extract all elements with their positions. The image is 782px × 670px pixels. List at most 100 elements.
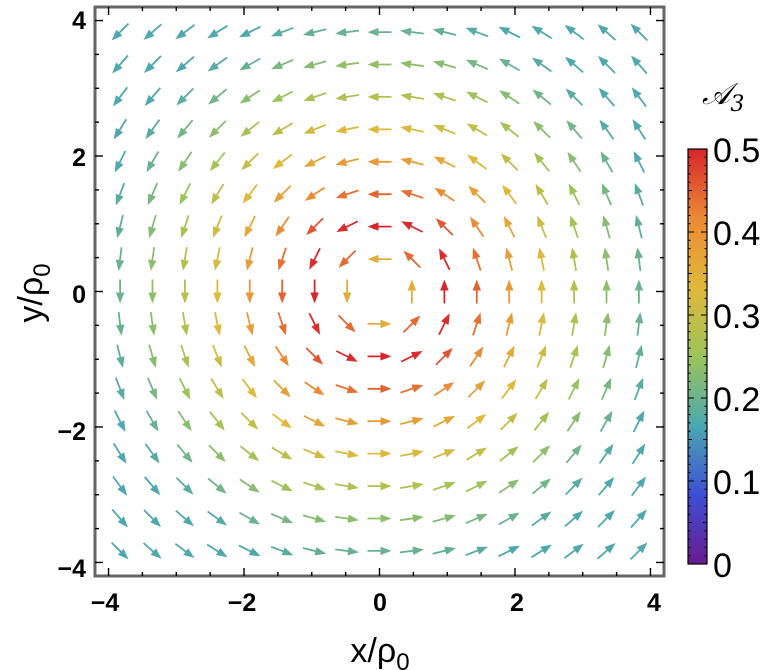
vector-arrow-head: [347, 417, 359, 426]
vector-arrow-head: [335, 92, 347, 102]
vector-arrow: [144, 476, 161, 496]
vector-arrow-head: [507, 479, 520, 489]
vector-arrow: [569, 215, 579, 239]
vector-arrow: [400, 416, 424, 426]
vector-arrow: [239, 445, 260, 462]
vector-arrow: [367, 319, 392, 329]
vector-arrow: [305, 347, 324, 365]
vector-arrow: [180, 215, 190, 238]
vector-arrow: [210, 378, 224, 400]
vector-arrow-head: [346, 385, 359, 394]
vector-arrow: [116, 344, 125, 368]
vector-arrow-head: [635, 410, 645, 423]
vector-arrow-head: [444, 481, 456, 490]
vector-arrow: [537, 312, 546, 336]
vector-arrow-head: [470, 216, 480, 229]
vector-arrow-head: [303, 125, 316, 134]
vector-arrow-head: [117, 548, 129, 560]
vector-arrow-head: [604, 543, 616, 554]
vector-arrows: [110, 22, 649, 561]
vector-arrow-head: [115, 193, 124, 206]
vector-arrow: [145, 410, 159, 432]
vector-arrow: [207, 510, 228, 526]
vector-arrow: [569, 345, 579, 368]
vector-arrow-head: [380, 319, 392, 329]
vector-arrow-head: [303, 28, 315, 37]
vector-arrow: [207, 477, 227, 494]
vector-arrow: [367, 449, 392, 458]
vector-arrow-head: [475, 414, 487, 424]
vector-arrow: [271, 446, 293, 460]
vector-arrow-head: [572, 510, 584, 521]
vector-arrow-head: [112, 95, 123, 107]
vector-arrow-head: [400, 27, 412, 37]
vector-arrow: [335, 157, 359, 167]
vector-arrow-head: [400, 92, 412, 101]
vector-arrow-head: [367, 125, 379, 134]
vector-arrow-head: [505, 279, 514, 291]
vector-arrow-head: [271, 28, 283, 37]
vector-arrow: [599, 119, 615, 140]
vector-arrow: [303, 60, 327, 69]
x-tick-label: 0: [373, 589, 387, 617]
vector-arrow-head: [148, 356, 157, 368]
vector-arrow: [303, 28, 327, 37]
vector-arrow: [367, 254, 392, 264]
vector-arrow-head: [440, 279, 449, 291]
vector-arrow: [499, 446, 519, 462]
vector-arrow: [565, 56, 584, 73]
vector-arrow: [565, 88, 584, 107]
vector-arrow: [303, 124, 327, 134]
vector-arrow-head: [603, 377, 612, 390]
vector-arrow-head: [439, 248, 448, 261]
vector-arrow-head: [634, 312, 644, 324]
vector-arrow: [564, 477, 583, 496]
vector-arrow: [631, 55, 648, 75]
vector-arrow: [531, 478, 551, 495]
vector-arrow: [342, 279, 352, 304]
vector-arrow-head: [116, 420, 126, 432]
vector-arrow-head: [380, 352, 392, 361]
vector-arrow-head: [631, 55, 642, 67]
vector-arrow: [270, 545, 294, 556]
vector-arrow: [208, 120, 227, 138]
vector-arrow-head: [475, 480, 488, 490]
vector-arrow: [400, 384, 424, 394]
plot-frame: [93, 5, 666, 578]
vector-arrow-head: [472, 247, 481, 260]
vector-arrow: [335, 125, 359, 134]
vector-arrow-head: [570, 378, 580, 390]
vector-arrow-head: [338, 256, 350, 268]
vector-arrow-head: [504, 247, 514, 260]
vector-arrow-head: [207, 61, 219, 72]
vector-arrow-head: [116, 388, 125, 400]
vector-arrow-head: [602, 344, 611, 357]
vector-arrow: [367, 352, 392, 361]
vector-arrow: [303, 92, 327, 102]
vector-arrow-head: [272, 159, 284, 169]
vector-arrow: [531, 544, 552, 559]
vector-arrow-head: [239, 28, 251, 38]
vector-arrow-head: [271, 61, 283, 70]
vector-arrow: [239, 25, 261, 38]
vector-arrow: [271, 479, 293, 492]
vector-arrow-head: [441, 313, 450, 325]
vector-arrow: [466, 91, 488, 104]
vector-arrow: [502, 184, 518, 205]
vector-arrow-head: [280, 450, 293, 460]
vector-arrow-head: [311, 322, 320, 335]
vector-arrow: [400, 189, 424, 199]
vector-arrow-head: [434, 187, 446, 198]
vector-arrow: [633, 151, 646, 173]
vector-arrow-head: [182, 419, 192, 432]
vector-arrow: [472, 279, 481, 304]
vector-arrow-head: [569, 247, 579, 259]
vector-arrow: [335, 350, 358, 362]
vector-arrow: [243, 345, 256, 368]
vector-arrow: [432, 546, 456, 555]
vector-arrow: [277, 312, 287, 336]
vector-arrow: [115, 182, 126, 206]
vector-arrow: [399, 481, 424, 491]
vector-arrow-head: [537, 215, 546, 228]
vector-arrow-head: [411, 384, 424, 393]
